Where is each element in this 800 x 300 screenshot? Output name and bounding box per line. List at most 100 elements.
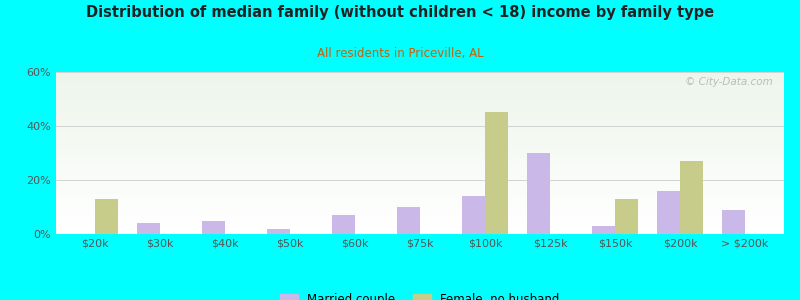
Bar: [56, 94, 784, 95]
Bar: [56, 119, 784, 121]
Bar: [56, 137, 784, 138]
Bar: [56, 207, 784, 208]
Bar: [56, 74, 784, 75]
Bar: [56, 203, 784, 204]
Bar: [56, 208, 784, 209]
Bar: [56, 135, 784, 136]
Bar: [56, 88, 784, 89]
Bar: [56, 180, 784, 181]
Bar: [56, 79, 784, 80]
Bar: [56, 143, 784, 144]
Bar: [56, 115, 784, 116]
Bar: [56, 117, 784, 119]
Bar: [56, 75, 784, 76]
Bar: [56, 84, 784, 85]
Bar: [56, 210, 784, 211]
Bar: [56, 134, 784, 135]
Bar: [56, 146, 784, 148]
Bar: [56, 139, 784, 140]
Legend: Married couple, Female, no husband: Married couple, Female, no husband: [275, 289, 565, 300]
Bar: [138, 223, 160, 234]
Bar: [56, 149, 784, 150]
Bar: [56, 127, 784, 128]
Bar: [56, 168, 784, 169]
Bar: [202, 220, 225, 234]
Bar: [56, 83, 784, 84]
Bar: [56, 167, 784, 168]
Bar: [56, 129, 784, 130]
Bar: [56, 188, 784, 189]
Bar: [56, 164, 784, 165]
Bar: [56, 171, 784, 172]
Bar: [56, 89, 784, 90]
Bar: [56, 206, 784, 207]
Bar: [56, 92, 784, 94]
Bar: [56, 144, 784, 145]
Bar: [56, 80, 784, 81]
Bar: [95, 199, 118, 234]
Bar: [56, 141, 784, 142]
Bar: [56, 81, 784, 82]
Bar: [592, 226, 615, 234]
Bar: [56, 181, 784, 182]
Bar: [56, 184, 784, 185]
Bar: [56, 205, 784, 206]
Bar: [56, 128, 784, 129]
Bar: [56, 154, 784, 155]
Bar: [615, 199, 638, 234]
Bar: [56, 102, 784, 103]
Bar: [56, 197, 784, 198]
Bar: [56, 227, 784, 229]
Bar: [56, 77, 784, 79]
Bar: [56, 87, 784, 88]
Bar: [56, 189, 784, 190]
Text: © City-Data.com: © City-Data.com: [686, 77, 773, 87]
Bar: [56, 195, 784, 196]
Bar: [56, 194, 784, 195]
Text: All residents in Priceville, AL: All residents in Priceville, AL: [317, 46, 483, 59]
Bar: [56, 182, 784, 183]
Bar: [56, 114, 784, 115]
Bar: [56, 103, 784, 104]
Bar: [56, 90, 784, 92]
Bar: [56, 229, 784, 230]
Bar: [56, 118, 784, 119]
Bar: [56, 209, 784, 210]
Bar: [56, 226, 784, 227]
Bar: [485, 112, 508, 234]
Bar: [56, 163, 784, 164]
Bar: [56, 111, 784, 112]
Bar: [56, 97, 784, 98]
Bar: [56, 86, 784, 87]
Bar: [56, 110, 784, 111]
Bar: [332, 215, 355, 234]
Bar: [527, 153, 550, 234]
Bar: [56, 138, 784, 139]
Bar: [722, 210, 745, 234]
Bar: [56, 104, 784, 106]
Bar: [56, 142, 784, 143]
Bar: [658, 191, 680, 234]
Bar: [56, 177, 784, 178]
Bar: [56, 218, 784, 219]
Bar: [56, 216, 784, 217]
Bar: [56, 99, 784, 100]
Bar: [56, 198, 784, 200]
Bar: [56, 165, 784, 166]
Bar: [56, 151, 784, 152]
Bar: [398, 207, 420, 234]
Bar: [56, 108, 784, 109]
Bar: [56, 76, 784, 77]
Bar: [56, 212, 784, 214]
Bar: [56, 162, 784, 163]
Bar: [56, 193, 784, 194]
Bar: [462, 196, 485, 234]
Bar: [56, 179, 784, 180]
Bar: [56, 202, 784, 203]
Bar: [56, 124, 784, 125]
Bar: [56, 157, 784, 158]
Bar: [56, 221, 784, 222]
Bar: [56, 220, 784, 221]
Bar: [56, 230, 784, 231]
Bar: [56, 173, 784, 175]
